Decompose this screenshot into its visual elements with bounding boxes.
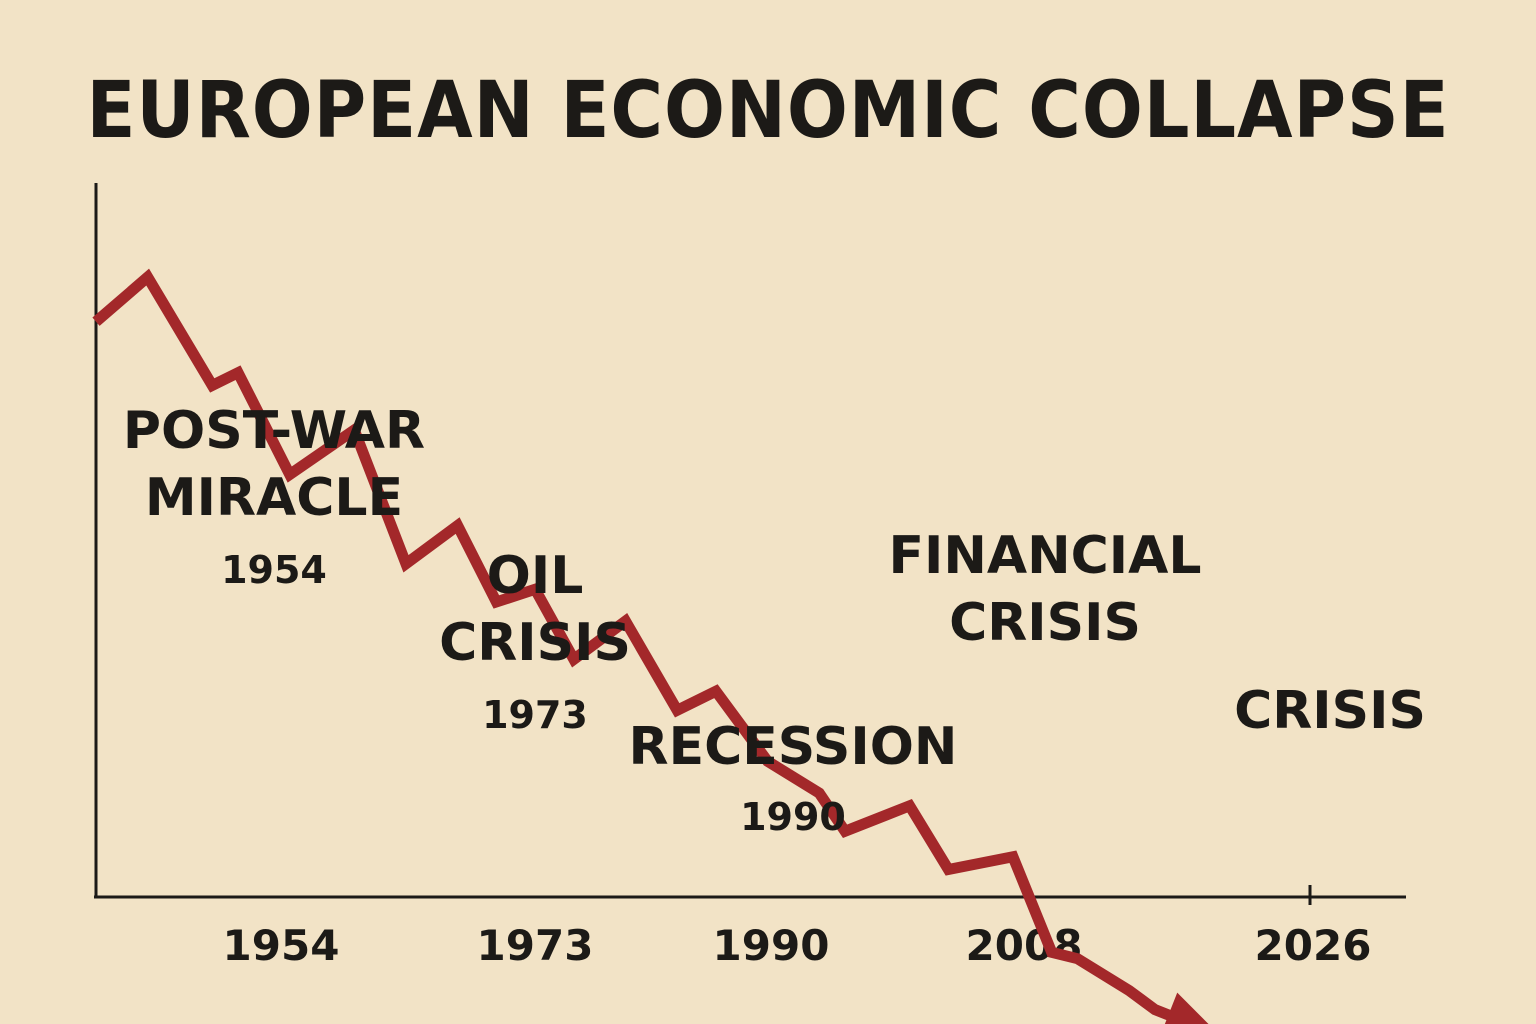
annotation-label: CRISIS <box>949 593 1141 653</box>
annotation-label: CRISIS <box>439 613 631 673</box>
annotation-label: RECESSION <box>629 717 958 777</box>
x-tick-label: 1954 <box>223 921 340 970</box>
annotation-year: 1973 <box>482 693 588 737</box>
x-tick-label: 1973 <box>477 921 594 970</box>
series-line <box>92 268 1194 1024</box>
annotation-label: CRISIS <box>1234 681 1426 741</box>
annotation-label: MIRACLE <box>145 468 403 528</box>
series-arrowhead <box>1164 992 1209 1024</box>
annotation-label: FINANCIAL <box>888 526 1201 586</box>
annotation-label: OIL <box>487 546 584 606</box>
annotation-year: 1954 <box>221 548 327 592</box>
annotation-label: POST-WAR <box>123 401 425 461</box>
chart-title: EUROPEAN ECONOMIC COLLAPSE <box>86 66 1450 156</box>
x-tick-label: 1990 <box>713 921 830 970</box>
x-tick-label: 2026 <box>1255 921 1372 970</box>
x-tick-label: 2008 <box>966 921 1083 970</box>
annotation-year: 1990 <box>740 795 846 839</box>
